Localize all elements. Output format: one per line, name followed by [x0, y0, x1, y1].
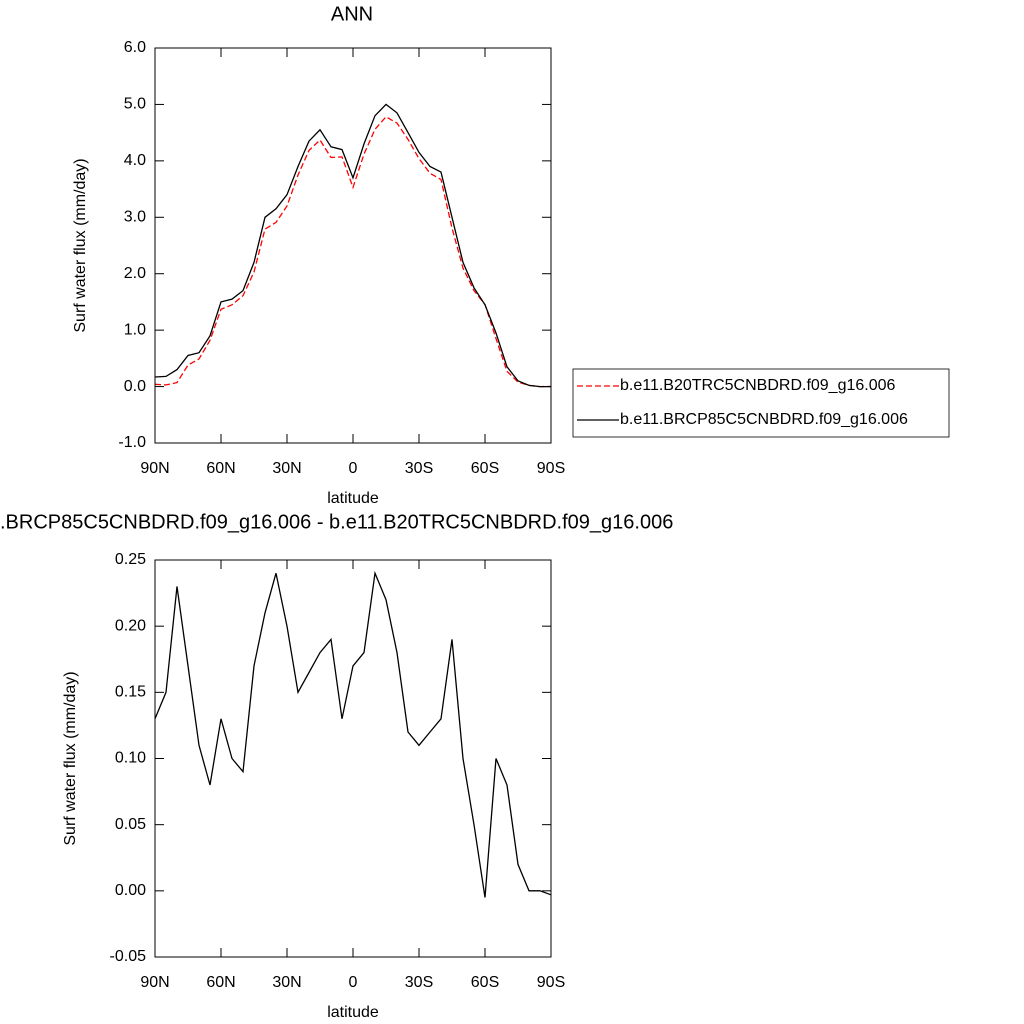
plot-frame: [154, 47, 552, 444]
legend-box: [572, 368, 950, 438]
y-tick-label: 0.25: [115, 551, 146, 568]
y-tick-label: 4.0: [124, 152, 146, 169]
x-tick-label: 60N: [206, 460, 235, 477]
x-tick-label: 60N: [206, 974, 235, 991]
x-tick-label: 60S: [471, 460, 499, 477]
lines: [154, 103, 552, 388]
x-tick-label: 90S: [537, 460, 565, 477]
y-tick-label: 2.0: [124, 265, 146, 282]
y-tick-label: 5.0: [124, 96, 146, 113]
x-tick-label: 0: [349, 974, 358, 991]
x-axis-label: latitude: [327, 1004, 379, 1021]
x-tick-label: 0: [349, 460, 358, 477]
x-tick-label: 30S: [405, 460, 433, 477]
x-tick-label: 90N: [140, 974, 169, 991]
y-tick-label: 6.0: [124, 39, 146, 56]
y-axis-label: Surf water flux (mm/day): [62, 671, 79, 845]
legend-label: b.e11.BRCP85C5CNBDRD.f09_g16.006: [620, 411, 908, 428]
y-tick-label: 0.20: [115, 617, 146, 634]
x-tick-label: 90N: [140, 460, 169, 477]
series-line: [154, 103, 551, 388]
y-axis-label: Surf water flux (mm/day): [72, 158, 89, 332]
lines: [154, 570, 552, 898]
x-tick-label: 60S: [471, 974, 499, 991]
x-tick-label: 30N: [272, 974, 301, 991]
y-tick-label: 0.10: [115, 750, 146, 767]
x-axis-label: latitude: [327, 490, 379, 507]
x-tick-label: 30S: [405, 974, 433, 991]
series-line: [154, 115, 552, 388]
series-line: [154, 570, 552, 898]
y-tick-label: -0.05: [110, 948, 147, 965]
y-tick-label: 0.00: [115, 882, 146, 899]
y-tick-label: 0.0: [124, 378, 146, 395]
legend: b.e11.B20TRC5CNBDRD.f09_g16.006 b.e11.BRC…: [572, 368, 950, 438]
y-tick-label: 0.15: [115, 684, 146, 701]
y-tick-label: -1.0: [118, 434, 146, 451]
chart-title: .BRCP85C5CNBDRD.f09_g16.006 - b.e11.B20T…: [0, 511, 673, 533]
legend-label: b.e11.B20TRC5CNBDRD.f09_g16.006: [620, 377, 896, 394]
y-tick-label: 3.0: [124, 209, 146, 226]
x-tick-label: 30N: [272, 460, 301, 477]
x-tick-label: 90S: [537, 974, 565, 991]
y-tick-label: 0.05: [115, 816, 146, 833]
y-tick-label: 1.0: [124, 321, 146, 338]
chart-title: ANN: [331, 3, 373, 25]
